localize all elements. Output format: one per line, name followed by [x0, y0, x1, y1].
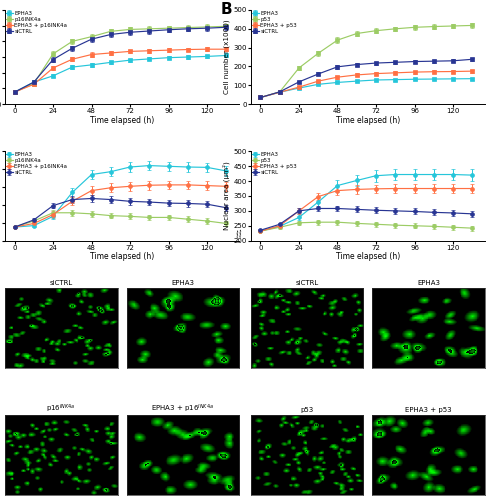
- Text: B: B: [220, 2, 232, 18]
- X-axis label: Time elapsed (h): Time elapsed (h): [336, 116, 400, 124]
- X-axis label: Time elapsed (h): Time elapsed (h): [90, 252, 154, 261]
- Text: //: //: [235, 230, 243, 240]
- Title: EPHA3: EPHA3: [417, 280, 441, 286]
- Title: EPHA3 + p16$^{INK4a}$: EPHA3 + p16$^{INK4a}$: [151, 402, 214, 415]
- X-axis label: Time elapsed (h): Time elapsed (h): [336, 252, 400, 261]
- Legend: EPHA3, p53, EPHA3 + p53, siCTRL: EPHA3, p53, EPHA3 + p53, siCTRL: [252, 152, 297, 175]
- Y-axis label: Cell number (x1000): Cell number (x1000): [224, 20, 230, 94]
- Title: siCTRL: siCTRL: [49, 280, 73, 286]
- Y-axis label: Nuclear area (μm²): Nuclear area (μm²): [223, 162, 230, 230]
- Title: p53: p53: [300, 408, 314, 414]
- Legend: EPHA3, p16INK4a, EPHA3 + p16INK4a, siCTRL: EPHA3, p16INK4a, EPHA3 + p16INK4a, siCTR…: [6, 152, 67, 175]
- X-axis label: Time elapsed (h): Time elapsed (h): [90, 116, 154, 124]
- Title: siCTRL: siCTRL: [295, 280, 319, 286]
- Title: p16$^{INK4a}$: p16$^{INK4a}$: [47, 402, 76, 415]
- Title: EPHA3 + p53: EPHA3 + p53: [406, 408, 452, 414]
- Title: EPHA3: EPHA3: [172, 280, 195, 286]
- Legend: EPHA3, p53, EPHA3 + p53, siCTRL: EPHA3, p53, EPHA3 + p53, siCTRL: [252, 11, 297, 34]
- Legend: EPHA3, p16INK4a, EPHA3 + p16INK4a, siCTRL: EPHA3, p16INK4a, EPHA3 + p16INK4a, siCTR…: [6, 11, 67, 34]
